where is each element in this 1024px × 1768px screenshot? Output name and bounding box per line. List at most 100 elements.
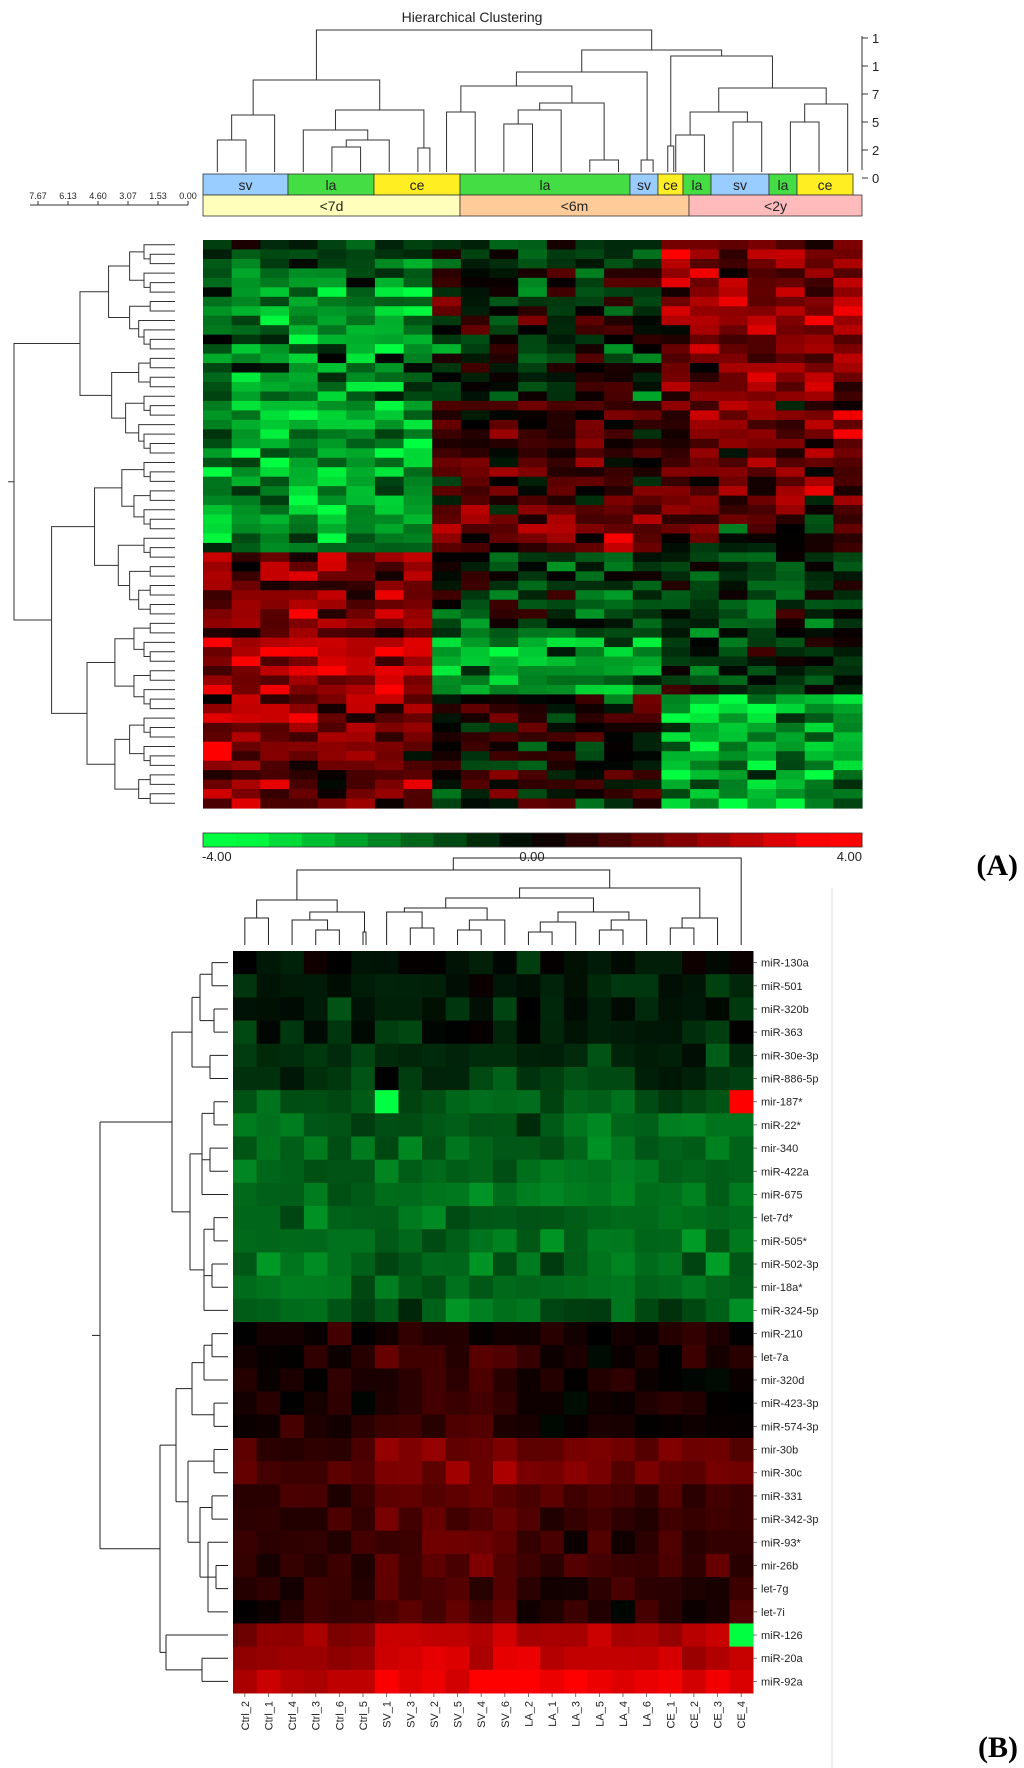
heatmap-a-cell bbox=[489, 722, 519, 733]
heatmap-a-cell bbox=[575, 363, 605, 374]
heatmap-b-cell bbox=[327, 1646, 352, 1671]
heatmap-b-cell bbox=[374, 1298, 399, 1323]
heatmap-a-cell bbox=[432, 429, 462, 440]
heatmap-b-cell bbox=[493, 1182, 518, 1207]
heatmap-a-cell bbox=[460, 684, 491, 695]
heatmap-a-cell bbox=[460, 703, 491, 714]
heatmap-b-cell bbox=[729, 1368, 754, 1393]
heatmap-a-cell bbox=[460, 287, 491, 298]
heatmap-a-cell bbox=[661, 618, 691, 629]
heatmap-b-cell bbox=[634, 1066, 659, 1091]
heatmap-a-cell bbox=[231, 419, 261, 430]
heatmap-a-cell bbox=[604, 457, 634, 468]
heatmap-b-cell bbox=[280, 1043, 305, 1068]
heatmap-a-cell bbox=[833, 694, 863, 705]
heatmap-a-cell bbox=[460, 372, 491, 383]
heatmap-a-cell bbox=[260, 571, 290, 582]
heatmap-a-cell bbox=[460, 476, 491, 487]
heatmap-a-cell bbox=[260, 618, 290, 629]
heatmap-a-cell bbox=[460, 580, 491, 591]
heatmap-b-cell bbox=[327, 1345, 352, 1369]
heatmap-b-cell bbox=[303, 1113, 329, 1137]
heatmap-a-cell bbox=[690, 296, 720, 307]
heatmap-a-cell bbox=[776, 694, 806, 705]
heatmap-a-cell bbox=[747, 277, 777, 288]
heatmap-b-cell bbox=[280, 1275, 305, 1300]
heatmap-b-cell bbox=[658, 974, 683, 998]
heatmap-a-cell bbox=[747, 334, 777, 345]
heatmap-a-cell bbox=[489, 486, 519, 497]
heatmap-a-cell bbox=[260, 334, 290, 345]
heatmap-a-cell bbox=[346, 703, 376, 714]
heatmap-b-cell bbox=[398, 1113, 423, 1137]
heatmap-a-cell bbox=[546, 732, 577, 743]
heatmap-a-cell bbox=[231, 770, 261, 781]
heatmap-a-cell bbox=[804, 789, 834, 800]
heatmap-a-cell bbox=[546, 703, 577, 714]
heatmap-a-cell bbox=[604, 647, 634, 658]
heatmap-a-cell bbox=[288, 590, 319, 601]
heatmap-b-cell bbox=[563, 1043, 589, 1068]
heatmap-a-cell bbox=[718, 325, 748, 336]
heatmap-a-cell bbox=[661, 419, 691, 430]
heatmap-a-cell bbox=[231, 429, 261, 440]
heatmap-a-cell bbox=[776, 315, 806, 326]
heatmap-a-cell bbox=[317, 457, 347, 468]
heatmap-a-cell bbox=[747, 760, 777, 771]
heatmap-a-cell bbox=[432, 628, 462, 639]
heatmap-a-cell bbox=[346, 647, 376, 658]
heatmap-a-cell bbox=[718, 789, 748, 800]
heatmap-a-cell bbox=[346, 770, 376, 781]
heatmap-a-cell bbox=[317, 410, 347, 421]
heatmap-a-cell bbox=[776, 675, 806, 686]
heatmap-a-cell bbox=[374, 751, 405, 762]
heatmap-a-cell bbox=[317, 249, 347, 260]
heatmap-b-cell bbox=[327, 1275, 352, 1300]
heatmap-a-cell bbox=[489, 287, 519, 298]
heatmap-a-cell bbox=[231, 315, 261, 326]
heatmap-b-cell bbox=[682, 1437, 707, 1462]
heatmap-b-cell bbox=[611, 1414, 636, 1439]
heatmap-a-cell bbox=[518, 448, 548, 459]
heatmap-a-cell bbox=[776, 599, 806, 610]
heatmap-a-cell bbox=[432, 552, 462, 563]
heatmap-b-cell bbox=[303, 1298, 329, 1323]
heatmap-a-cell bbox=[432, 798, 462, 809]
scale-right-tick-label: 2 bbox=[872, 143, 879, 158]
heatmap-a-cell bbox=[403, 277, 433, 288]
heatmap-a-cell bbox=[546, 353, 577, 364]
heatmap-b-cell bbox=[729, 1623, 754, 1648]
heatmap-b-cell bbox=[469, 1600, 494, 1624]
heatmap-a-cell bbox=[203, 703, 233, 714]
heatmap-b-cell bbox=[682, 1577, 707, 1601]
heatmap-a-cell bbox=[690, 713, 720, 724]
heatmap-b-cell bbox=[682, 1182, 707, 1207]
tissue-group-label: sv bbox=[637, 177, 651, 193]
heatmap-a-cell bbox=[632, 457, 663, 468]
heatmap-a-cell bbox=[460, 382, 491, 393]
heatmap-a-cell bbox=[346, 249, 376, 260]
heatmap-a-cell bbox=[632, 325, 663, 336]
heatmap-a-cell bbox=[661, 789, 691, 800]
heatmap-b-cell bbox=[233, 1206, 258, 1230]
heatmap-a-cell bbox=[489, 476, 519, 487]
heatmap-a-cell bbox=[804, 306, 834, 317]
heatmap-a-cell bbox=[288, 637, 319, 648]
heatmap-a-cell bbox=[231, 410, 261, 421]
heatmap-a-cell bbox=[260, 647, 290, 658]
scale-right-tick-label: 1 bbox=[872, 31, 879, 46]
heatmap-a-cell bbox=[833, 277, 863, 288]
heatmap-b-cell bbox=[611, 1461, 636, 1485]
heatmap-b-cell bbox=[280, 1484, 305, 1508]
heatmap-a-cell bbox=[317, 363, 347, 374]
heatmap-b-cell bbox=[516, 1461, 541, 1485]
heatmap-a-cell bbox=[690, 315, 720, 326]
heatmap-a-cell bbox=[804, 268, 834, 279]
heatmap-b-cell bbox=[493, 1206, 518, 1230]
heatmap-a-cell bbox=[546, 514, 577, 525]
heatmap-b-cell bbox=[682, 1252, 707, 1277]
heatmap-b-cell bbox=[374, 1043, 399, 1068]
heatmap-a-cell bbox=[518, 561, 548, 572]
heatmap-b-cell bbox=[327, 1066, 352, 1091]
heatmap-b-cell bbox=[540, 1437, 565, 1462]
